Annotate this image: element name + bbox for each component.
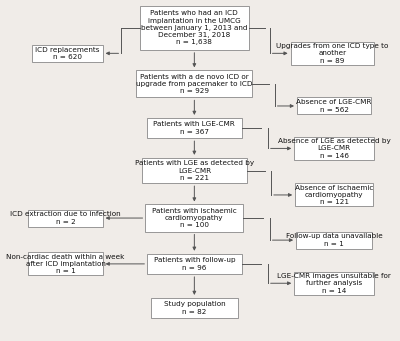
Text: Patients with follow-up
n = 96: Patients with follow-up n = 96 bbox=[154, 257, 235, 270]
FancyBboxPatch shape bbox=[28, 210, 103, 226]
FancyBboxPatch shape bbox=[295, 183, 373, 207]
FancyBboxPatch shape bbox=[151, 298, 238, 318]
Text: Patients with ischaemic
cardiomyopathy
n = 100: Patients with ischaemic cardiomyopathy n… bbox=[152, 208, 237, 228]
Text: Non-cardiac death within a week
after ICD implantation
n = 1: Non-cardiac death within a week after IC… bbox=[6, 254, 125, 274]
Text: LGE-CMR images unsuitable for
further analysis
n = 14: LGE-CMR images unsuitable for further an… bbox=[277, 273, 391, 294]
Text: Upgrades from one ICD type to
another
n = 89: Upgrades from one ICD type to another n … bbox=[276, 43, 388, 63]
Text: Patients with LGE as detected by
LGE-CMR
n = 221: Patients with LGE as detected by LGE-CMR… bbox=[135, 160, 254, 181]
FancyBboxPatch shape bbox=[136, 70, 252, 98]
FancyBboxPatch shape bbox=[147, 254, 242, 274]
FancyBboxPatch shape bbox=[32, 45, 103, 62]
Text: Absence of ischaemic
cardiomyopathy
n = 121: Absence of ischaemic cardiomyopathy n = … bbox=[295, 185, 373, 205]
Text: Study population
n = 82: Study population n = 82 bbox=[164, 301, 225, 315]
FancyBboxPatch shape bbox=[297, 98, 371, 115]
FancyBboxPatch shape bbox=[140, 6, 249, 50]
FancyBboxPatch shape bbox=[296, 232, 372, 249]
Text: ICD extraction due to infection
n = 2: ICD extraction due to infection n = 2 bbox=[10, 211, 121, 225]
FancyBboxPatch shape bbox=[145, 205, 243, 232]
FancyBboxPatch shape bbox=[142, 158, 247, 183]
FancyBboxPatch shape bbox=[290, 42, 374, 65]
Text: Follow-up data unavailable
n = 1: Follow-up data unavailable n = 1 bbox=[286, 234, 382, 247]
Text: Absence of LGE as detected by
LGE-CMR
n = 146: Absence of LGE as detected by LGE-CMR n … bbox=[278, 138, 390, 159]
FancyBboxPatch shape bbox=[294, 272, 374, 295]
Text: Patients with a de novo ICD or
upgrade from pacemaker to ICD
n = 929: Patients with a de novo ICD or upgrade f… bbox=[136, 74, 253, 94]
FancyBboxPatch shape bbox=[28, 252, 103, 276]
Text: Patients with LGE-CMR
n = 367: Patients with LGE-CMR n = 367 bbox=[154, 121, 235, 135]
FancyBboxPatch shape bbox=[147, 118, 242, 138]
Text: ICD replacements
n = 620: ICD replacements n = 620 bbox=[35, 47, 100, 60]
Text: Absence of LGE-CMR
n = 562: Absence of LGE-CMR n = 562 bbox=[296, 99, 372, 113]
Text: Patients who had an ICD
implantation in the UMCG
between January 1, 2013 and
Dec: Patients who had an ICD implantation in … bbox=[141, 10, 248, 45]
FancyBboxPatch shape bbox=[294, 137, 374, 160]
